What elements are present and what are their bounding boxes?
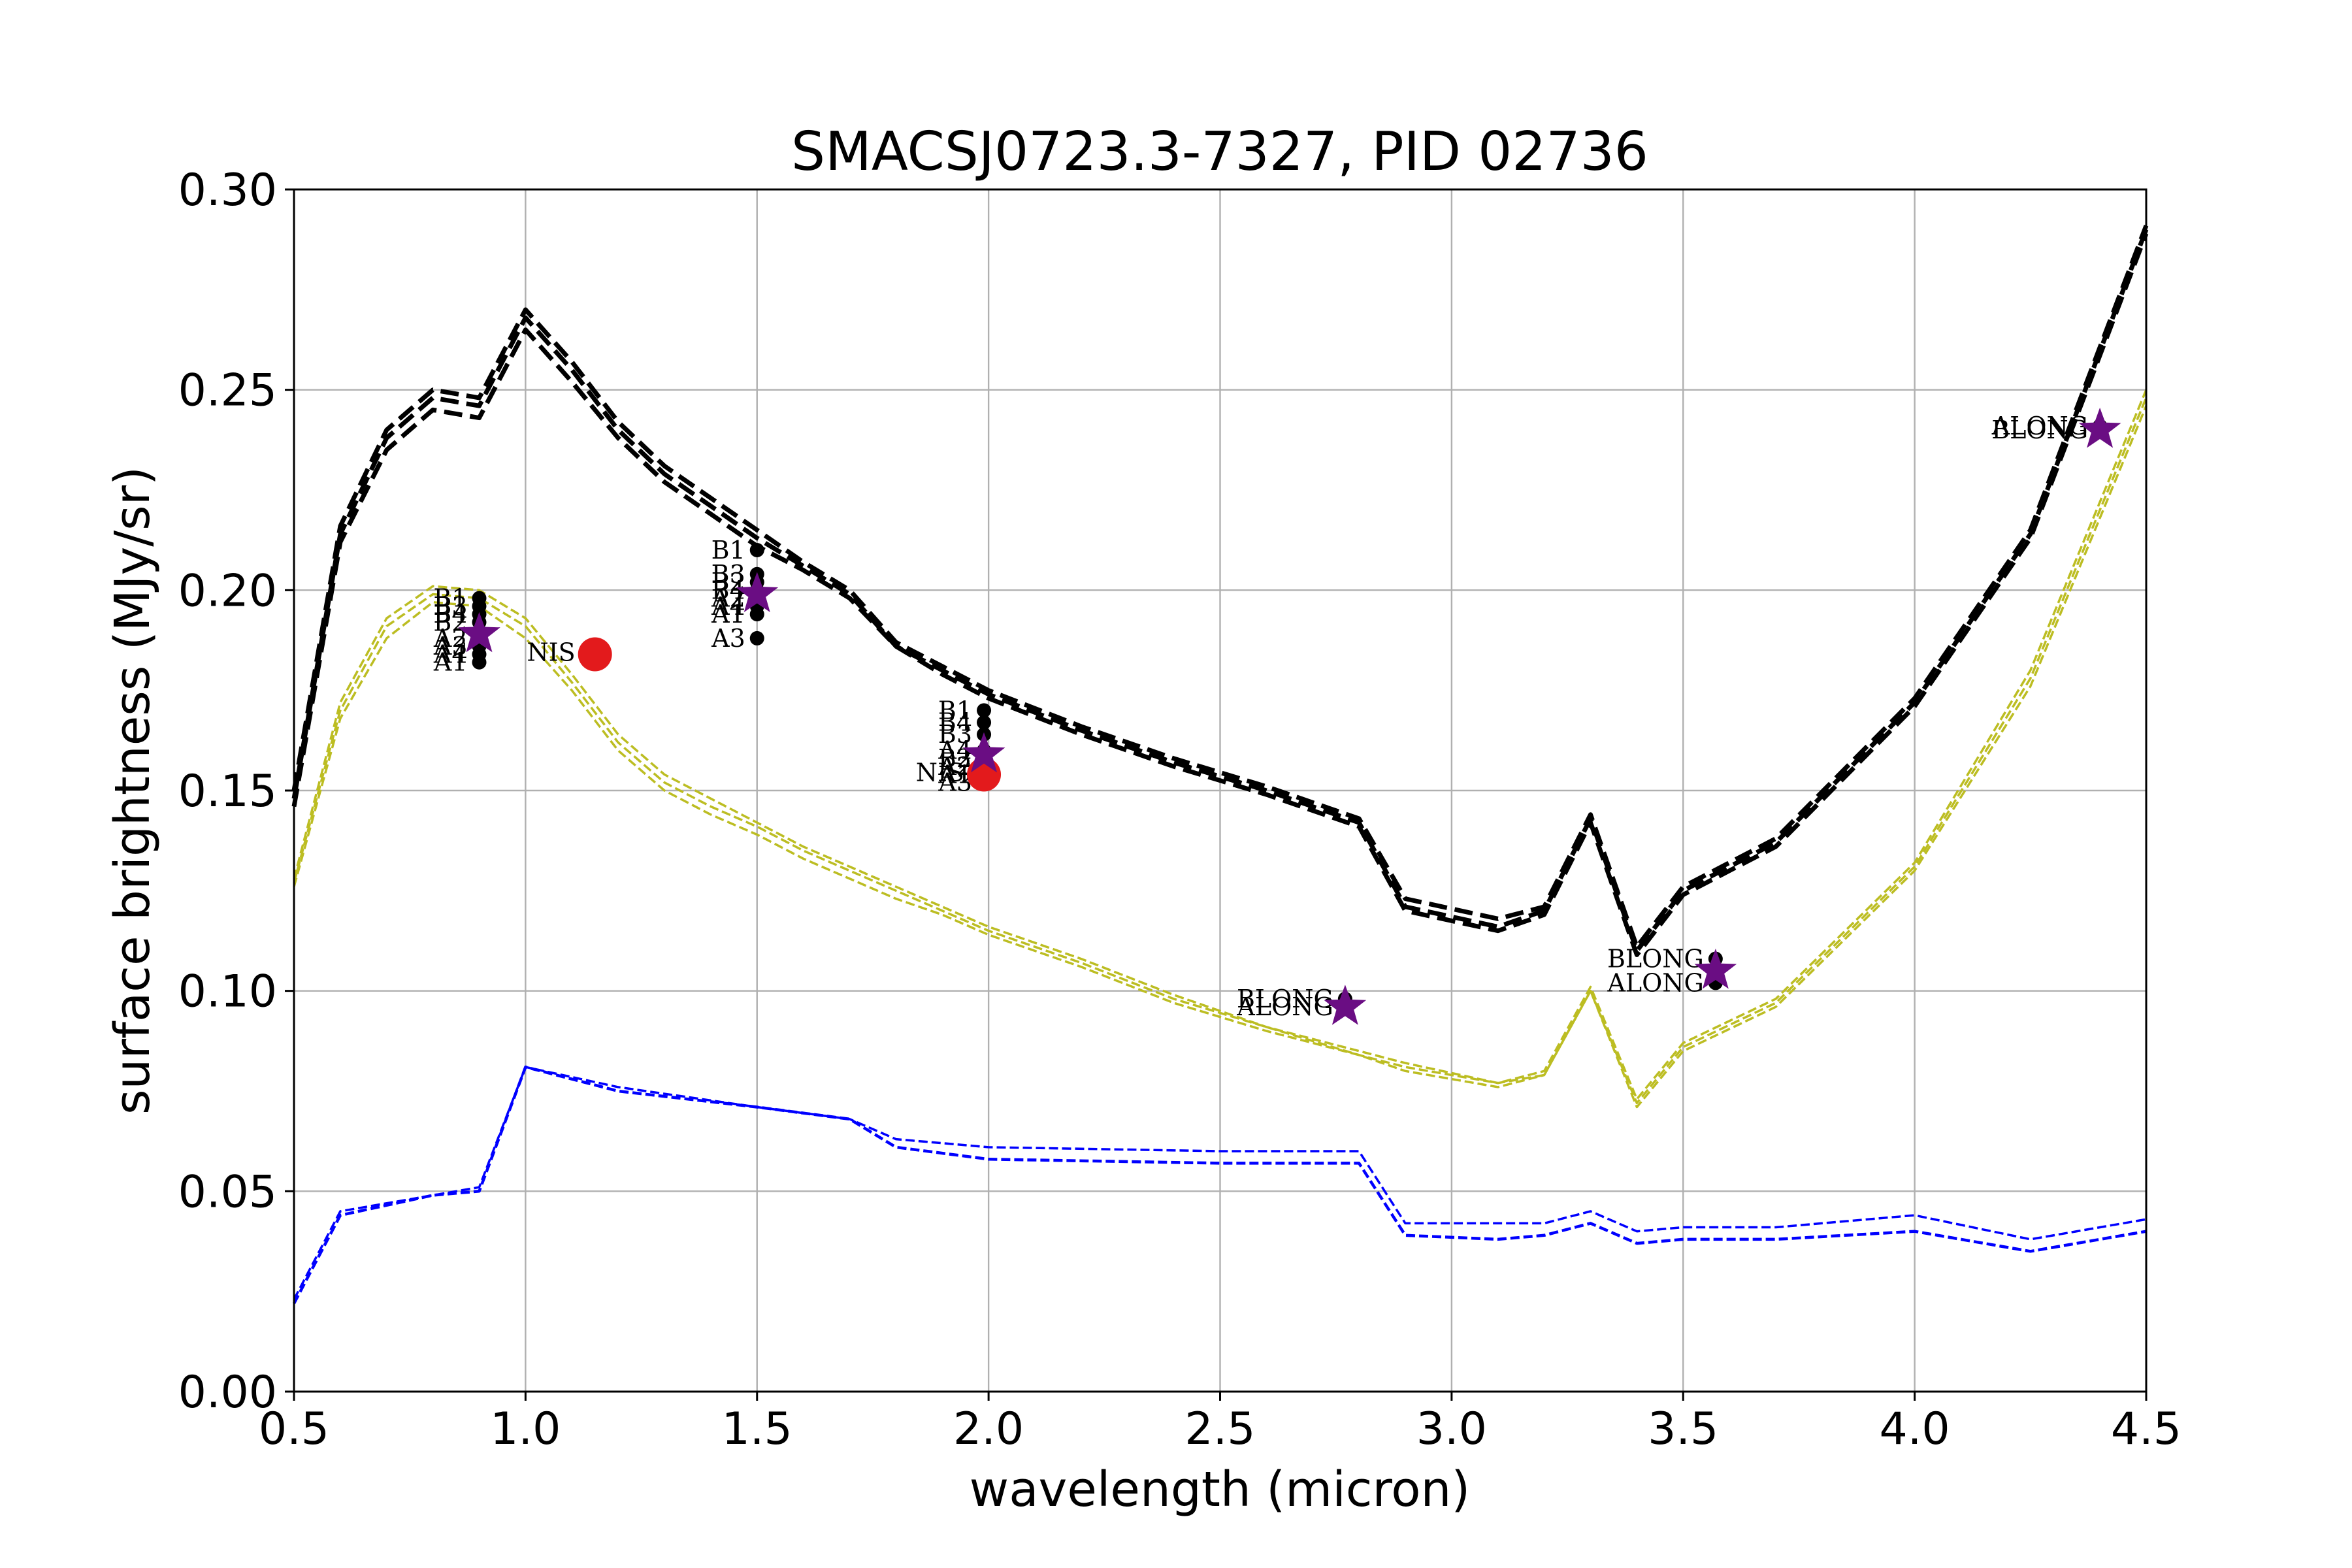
point-label: BLONG (1607, 945, 1704, 973)
point-label: B3 (938, 720, 972, 749)
point-label: ALONG (1236, 992, 1333, 1021)
chart-title: SMACSJ0723.3-7327, PID 02736 (791, 121, 1648, 183)
data-point (749, 607, 764, 622)
series-line-total-upper (291, 224, 2149, 949)
series-line-zodi-upper (293, 389, 2148, 1101)
x-tick-label: 4.5 (2111, 1403, 2181, 1455)
series-line-total-mid (291, 229, 2149, 953)
y-tick-label: 0.30 (178, 165, 277, 216)
point-label: B1 (433, 584, 467, 613)
point-label: B4 (433, 600, 467, 629)
median-star-marker (736, 572, 779, 612)
series-line-total-lower (291, 233, 2149, 957)
point-label: A3 (433, 632, 468, 661)
x-tick-label: 2.5 (1184, 1403, 1255, 1455)
data-point (977, 715, 992, 730)
series-line-other-lower (293, 1065, 2147, 1305)
median-star-marker (458, 612, 500, 653)
nis-label: NIS (527, 638, 575, 666)
point-label: B1 (711, 536, 745, 564)
star-layer (458, 408, 2121, 1025)
data-point (472, 655, 487, 670)
point-label: B3 (711, 560, 745, 589)
point-label: A1 (938, 760, 972, 789)
y-tick-label: 0.05 (178, 1166, 277, 1218)
x-axis-label: wavelength (micron) (970, 1462, 1471, 1518)
point-labels-layer: B1B3B4B2A2A3A4A1B1B3B2B4A2A4A1A3B1B4B3A4… (433, 412, 2088, 1021)
point-label: BLONG (1991, 416, 2088, 444)
point-label: A4 (938, 736, 972, 765)
point-label: B3 (433, 592, 467, 621)
y-tick-label: 0.10 (178, 966, 277, 1018)
data-point (749, 630, 764, 645)
point-label: A4 (711, 592, 745, 621)
x-tick-label: 0.5 (259, 1403, 329, 1455)
point-label: A4 (433, 640, 468, 668)
median-star-marker (1694, 949, 1737, 989)
nis-point (578, 637, 612, 672)
x-tick-label: 2.0 (953, 1403, 1024, 1455)
point-label: A1 (433, 648, 468, 677)
x-tick-label: 1.0 (490, 1403, 561, 1455)
median-star-marker (1324, 985, 1367, 1025)
median-star-marker (962, 732, 1005, 773)
point-label: ALONG (1607, 968, 1703, 997)
y-tick-label: 0.20 (178, 565, 277, 617)
point-label: B2 (711, 568, 745, 596)
point-label: B2 (433, 608, 467, 636)
data-point (749, 543, 764, 557)
y-tick-label: 0.00 (178, 1367, 277, 1418)
data-point (977, 703, 992, 718)
x-tick-label: 1.5 (722, 1403, 792, 1455)
point-label: B1 (938, 696, 972, 725)
point-label: A1 (711, 600, 745, 629)
median-star-marker (2078, 408, 2121, 448)
point-label: ALONG (1991, 412, 2088, 440)
point-label: A3 (711, 624, 745, 653)
y-tick-label: 0.15 (178, 766, 277, 817)
point-label: A2 (938, 752, 972, 781)
y-tick-label: 0.25 (178, 365, 277, 417)
point-label: BLONG (1237, 985, 1333, 1013)
point-label: A3 (938, 768, 972, 797)
axis-ticks: 0.5 1.0 1.5 2.0 2.5 3.0 3.5 4.0 4.5 0.00 0.05 0.10 0… (178, 165, 2181, 1455)
x-tick-label: 4.0 (1880, 1403, 1950, 1455)
point-label: B4 (938, 708, 972, 737)
x-tick-label: 3.0 (1416, 1403, 1487, 1455)
x-tick-label: 3.5 (1648, 1403, 1718, 1455)
series-layer (291, 224, 2149, 1305)
nis-label: NIS (916, 758, 964, 787)
grid (293, 188, 2148, 1393)
series-line-zodi-mid (293, 397, 2148, 1105)
series-line-zodi-lower (293, 405, 2148, 1109)
y-axis-label: surface brightness (MJy/sr) (105, 466, 161, 1115)
